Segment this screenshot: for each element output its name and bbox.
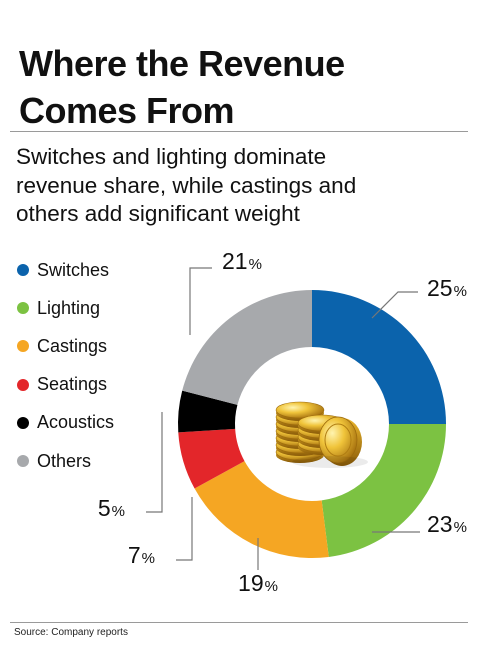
value-label-lighting: 23% [427,511,467,537]
legend-swatch [17,416,29,429]
gold-coins-icon [275,401,368,468]
donut-slices [178,290,446,558]
title-line-1: Where the Revenue [19,43,345,84]
legend-item-seatings: Seatings [17,366,114,404]
leader-seatings [176,497,193,561]
bottom-divider [10,622,468,623]
legend-swatch [17,264,29,277]
legend-item-castings: Castings [17,327,114,365]
value-label-switches: 25% [427,275,467,301]
legend: Switches Lighting Castings Seatings Acoustic… [17,251,114,480]
legend-item-others: Others [17,442,114,480]
subtitle-line-2: revenue share, while castings and [16,172,357,198]
subtitle-line-1: Switches and lighting dominate [16,144,327,169]
slice-castings [194,461,329,558]
legend-swatch [17,455,29,468]
chart-subtitle: Switches and lighting dominate revenue s… [16,143,466,229]
source-note: Source: Company reports [14,627,128,638]
slice-seatings [178,428,245,489]
slice-switches [312,290,446,424]
legend-label: Acoustics [37,412,115,433]
legend-swatch [17,340,29,353]
legend-label: Switches [37,259,110,280]
leader-lines [146,267,420,570]
value-label-castings: 19% [238,570,278,596]
value-label-acoustics: 5% [98,495,125,521]
chart-title: Where the Revenue Comes From [19,40,459,134]
leader-switches [371,291,418,319]
value-label-others: 21% [222,248,262,274]
value-labels: 25% 23% 19% 7%5% 21% [98,248,467,596]
legend-item-acoustics: Acoustics [17,404,114,442]
value-label-seatings: 7% [128,542,155,568]
top-divider [10,131,468,132]
legend-label: Others [37,450,92,471]
legend-swatch [17,378,29,391]
leader-others [189,267,212,335]
legend-label: Lighting [37,297,101,318]
subtitle-line-3: others add significant weight [16,201,300,226]
slice-others [182,290,312,405]
slice-lighting [321,424,446,557]
slice-acoustics [178,390,238,433]
legend-label: Seatings [37,374,108,395]
legend-label: Castings [37,335,108,356]
title-line-2: Comes From [19,90,235,131]
legend-item-lighting: Lighting [17,289,114,327]
legend-swatch [17,302,29,315]
leader-acoustics [146,412,163,513]
legend-item-switches: Switches [17,251,114,289]
